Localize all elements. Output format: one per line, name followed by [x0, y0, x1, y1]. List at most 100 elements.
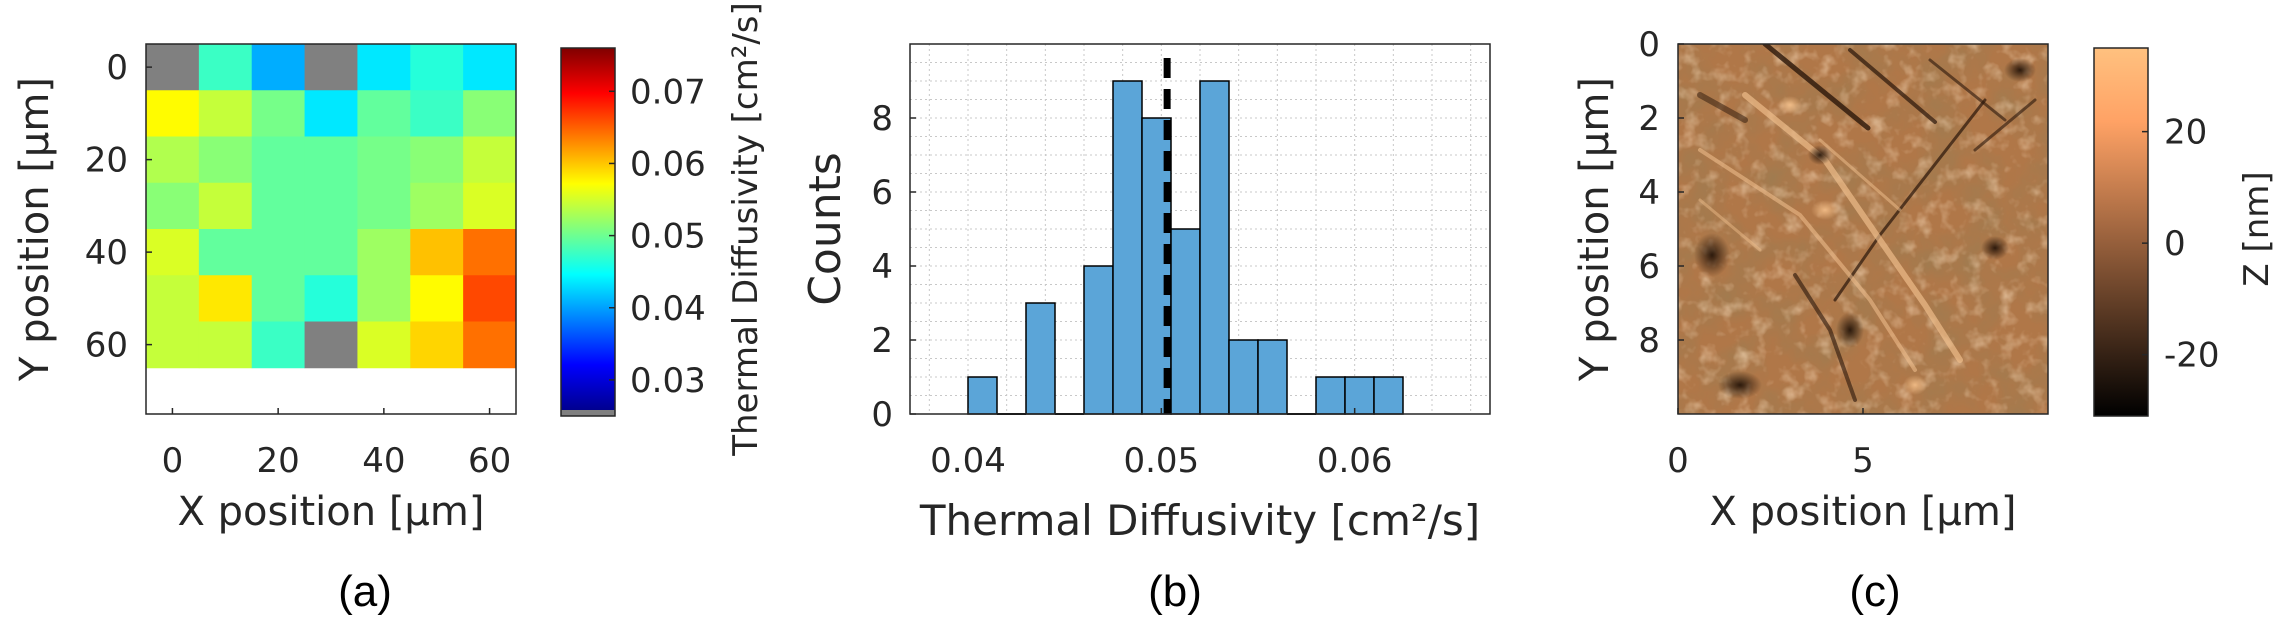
colorbar-tick-label: 0.06	[630, 144, 706, 184]
histogram-bar	[1199, 80, 1230, 415]
colorbar-a-nan-swatch	[561, 410, 615, 416]
histogram-bar	[1025, 302, 1056, 415]
heatmap-cell	[357, 275, 411, 322]
heatmap-cell	[357, 229, 411, 276]
heatmap-cell	[410, 136, 464, 184]
heatmap-cell	[146, 136, 200, 184]
colorbar-a-frame	[560, 47, 616, 417]
heatmap-cell	[146, 182, 200, 230]
heatmap-cell	[251, 229, 306, 276]
colorbar-tick-label: 0.05	[630, 217, 706, 257]
heatmap-cell	[251, 275, 306, 322]
topography-y-ticks: 0 2 4 6 8	[1638, 25, 1684, 361]
heatmap-axes-frame	[145, 43, 517, 415]
heatmap-cell	[463, 229, 517, 276]
heatmap-cell	[251, 136, 306, 184]
heatmap-cell	[251, 90, 306, 137]
heatmap-cell	[146, 229, 200, 276]
panel-a-caption: (a)	[338, 567, 392, 616]
heatmap-cell	[410, 44, 464, 91]
colorbar-c	[2093, 47, 2149, 417]
heatmap-cell	[251, 321, 306, 369]
y-tick-label: 60	[85, 326, 128, 366]
y-tick-label: 6	[871, 173, 893, 213]
colorbar-a	[561, 48, 615, 410]
x-tick-label: 20	[257, 441, 300, 481]
y-tick-label: 8	[871, 99, 893, 139]
colorbar-c-ticks: -20 0 20	[2142, 113, 2220, 376]
histogram-bar	[1083, 265, 1114, 415]
y-tick-label: 4	[871, 247, 893, 287]
x-tick-label: 0.06	[1317, 441, 1393, 481]
colorbar-tick-label: 20	[2164, 113, 2207, 153]
y-tick-label: 4	[1638, 173, 1660, 213]
topography-y-label: Y position [μm]	[1572, 77, 1618, 382]
heatmap-cell	[357, 90, 411, 137]
histogram-y-label: Counts	[800, 152, 851, 306]
heatmap-cell	[357, 44, 411, 91]
heatmap-cells	[146, 44, 517, 369]
heatmap-cell	[357, 321, 411, 369]
heatmap-cell	[304, 275, 358, 322]
topography-x-label: X position [μm]	[1710, 489, 2017, 535]
histogram-x-ticks: 0.04 0.05 0.06	[930, 408, 1393, 481]
heatmap-x-ticks: 0 20 40 60	[162, 408, 511, 481]
y-tick-label: 6	[1638, 247, 1660, 287]
histogram-bars	[967, 80, 1404, 415]
heatmap-cell	[463, 321, 517, 369]
heatmap-cell	[146, 321, 200, 369]
heatmap-cell	[410, 275, 464, 322]
heatmap-cell	[198, 44, 253, 91]
heatmap-cell	[410, 182, 464, 230]
y-tick-label: 0	[106, 48, 128, 88]
histogram-bar	[1344, 376, 1375, 415]
y-tick-label: 2	[871, 321, 893, 361]
x-tick-label: 5	[1852, 441, 1874, 481]
colorbar-tick-label: 0.04	[630, 289, 706, 329]
heatmap-cell	[304, 182, 358, 230]
colorbar-tick-label: -20	[2164, 336, 2220, 376]
y-tick-label: 20	[85, 141, 128, 181]
panel-b: 0.04 0.05 0.06 0 2 4 6 8 Thermal Diffusivity […	[800, 43, 1491, 616]
histogram-axes-frame	[909, 43, 1491, 415]
colorbar-tick-label: 0.07	[630, 72, 706, 112]
heatmap-cell	[304, 136, 358, 184]
heatmap-y-ticks: 0 20 40 60	[85, 48, 152, 366]
heatmap-cell	[304, 90, 358, 137]
heatmap-cell	[410, 321, 464, 369]
heatmap-cell	[357, 182, 411, 230]
histogram-bar	[1228, 339, 1259, 415]
x-tick-label: 0.05	[1123, 441, 1199, 481]
histogram-bar	[1373, 376, 1404, 415]
heatmap-x-label: X position [μm]	[178, 489, 485, 535]
heatmap-cell	[198, 275, 253, 322]
histogram-y-ticks: 0 2 4 6 8	[871, 99, 916, 435]
panel-c-caption: (c)	[1849, 567, 1900, 616]
panel-b-caption: (b)	[1148, 567, 1202, 616]
heatmap-cell	[198, 321, 253, 369]
heatmap-cell	[304, 321, 358, 369]
x-tick-label: 40	[362, 441, 405, 481]
heatmap-cell	[463, 275, 517, 322]
topography-image	[1678, 44, 2048, 414]
heatmap-cell	[198, 136, 253, 184]
histogram-bar	[1112, 80, 1143, 415]
heatmap-cell	[198, 182, 253, 230]
histogram-bar	[967, 376, 998, 415]
colorbar-tick-label: 0.03	[630, 361, 706, 401]
heatmap-y-label: Y position [μm]	[12, 77, 58, 382]
histogram-x-label: Thermal Diffusivity [cm²/s]	[919, 496, 1480, 545]
y-tick-label: 0	[871, 395, 893, 435]
heatmap-cell	[463, 44, 517, 91]
heatmap-cell	[198, 229, 253, 276]
y-tick-label: 40	[85, 233, 128, 273]
y-tick-label: 8	[1638, 321, 1660, 361]
panel-a: 0 20 40 60 0 20 40 60 X position [μm] Y positi…	[12, 2, 766, 616]
histogram-bar	[1315, 376, 1346, 415]
x-tick-label: 0	[1667, 441, 1689, 481]
heatmap-cell	[146, 44, 200, 91]
histogram-bar	[1257, 339, 1288, 415]
heatmap-cell	[410, 90, 464, 137]
